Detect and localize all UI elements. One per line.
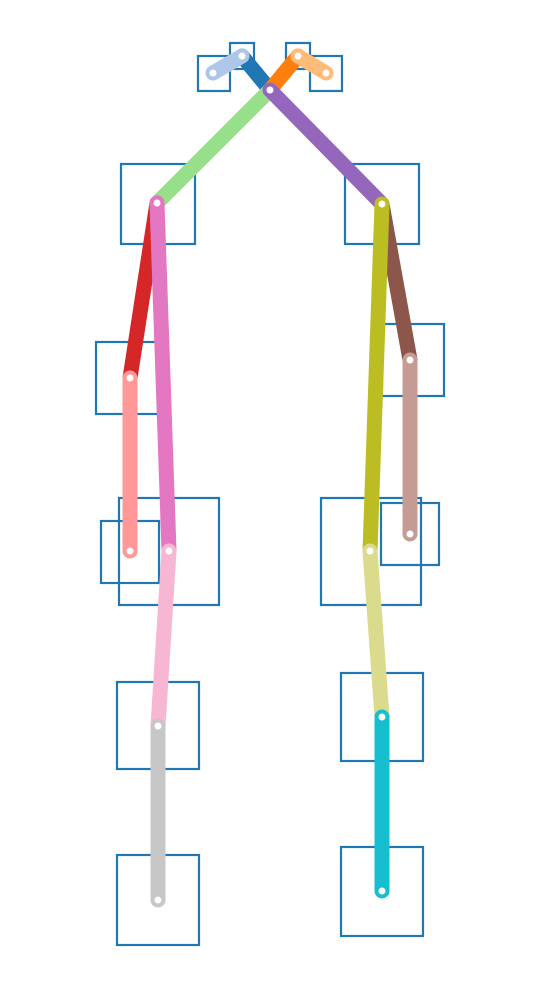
- box-left-ear: [196, 54, 232, 93]
- limb-right-shoulder-to-right-hip: [362, 196, 390, 559]
- joint-left-eye: [238, 52, 246, 60]
- limb-left-shoulder-to-left-hip: [149, 195, 177, 559]
- joint-right-eye: [294, 52, 302, 60]
- joint-left-shoulder: [153, 199, 161, 207]
- joint-left-wrist: [126, 547, 134, 555]
- joint-right-ear: [322, 69, 330, 77]
- joint-right-hip: [366, 547, 374, 555]
- limb-right-eye-to-right-ear: [290, 48, 334, 81]
- joint-left-ear: [209, 69, 217, 77]
- joint-right-wrist: [406, 530, 414, 538]
- keypoint-boxes: [94, 41, 446, 947]
- joint-left-elbow: [126, 374, 134, 382]
- joint-right-knee: [378, 713, 386, 721]
- joint-left-hip: [165, 547, 173, 555]
- box-right-ear: [308, 54, 344, 93]
- joint-right-elbow: [406, 356, 414, 364]
- joint-right-shoulder: [378, 200, 386, 208]
- skeleton-limbs: [122, 48, 418, 908]
- limb-right-hip-to-right-knee: [362, 543, 390, 725]
- limb-neck-to-right-shoulder: [262, 82, 390, 212]
- joint-neck: [266, 86, 274, 94]
- joint-left-ankle: [154, 896, 162, 904]
- limb-neck-to-left-shoulder: [149, 82, 278, 211]
- joint-left-knee: [154, 722, 162, 730]
- limb-left-hip-to-left-knee: [150, 543, 177, 734]
- limb-left-eye-to-left-ear: [205, 48, 250, 81]
- joint-right-ankle: [378, 887, 386, 895]
- skeleton-joints: [126, 52, 414, 904]
